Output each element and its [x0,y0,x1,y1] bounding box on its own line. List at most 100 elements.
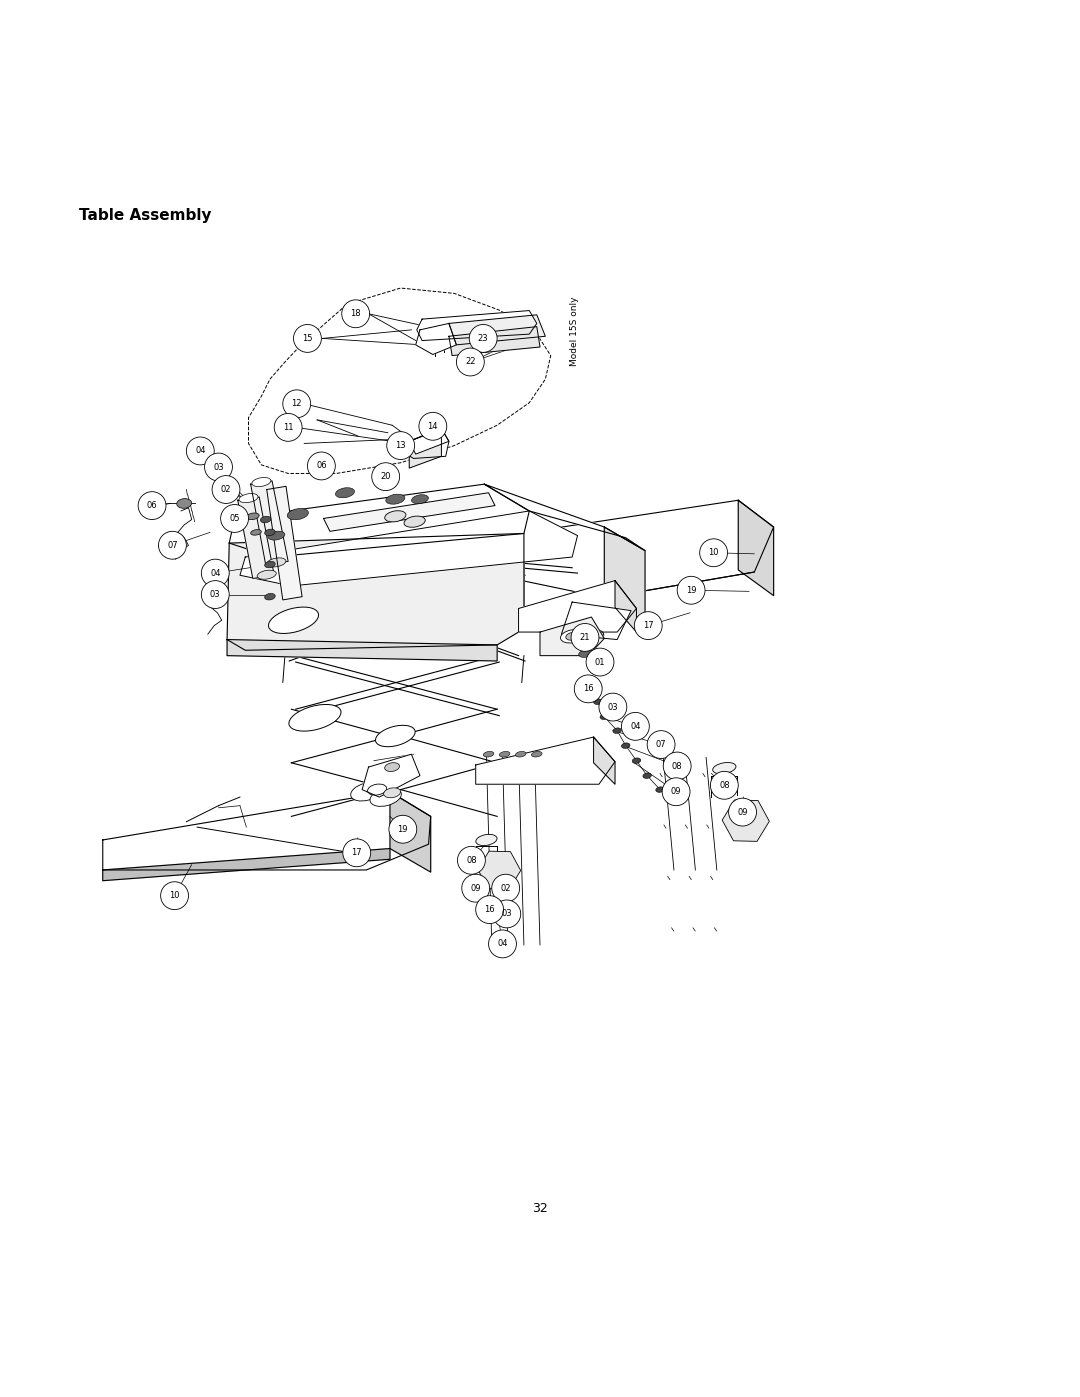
Ellipse shape [404,515,426,527]
Circle shape [621,712,649,740]
Polygon shape [403,429,449,458]
Text: 16: 16 [484,905,495,914]
Text: 04: 04 [497,939,508,949]
Polygon shape [251,481,288,564]
Ellipse shape [713,763,735,774]
Circle shape [204,453,232,481]
Polygon shape [227,534,524,650]
Circle shape [161,882,189,909]
Polygon shape [594,738,615,784]
Text: 03: 03 [501,909,512,918]
Circle shape [308,453,335,481]
Ellipse shape [246,513,259,520]
Circle shape [488,930,516,958]
Circle shape [294,324,322,352]
Circle shape [647,731,675,759]
Text: 14: 14 [428,422,438,430]
Circle shape [492,900,521,928]
Ellipse shape [483,752,494,757]
Ellipse shape [265,594,275,599]
Text: 03: 03 [608,703,618,711]
Ellipse shape [252,478,271,486]
Ellipse shape [531,752,542,757]
Ellipse shape [591,664,607,673]
Circle shape [457,348,484,376]
Ellipse shape [351,782,382,800]
Ellipse shape [562,629,604,651]
Text: 22: 22 [465,358,475,366]
Ellipse shape [257,570,276,580]
Text: 10: 10 [708,548,719,557]
Polygon shape [562,602,631,640]
Ellipse shape [265,562,275,567]
Text: 04: 04 [210,569,220,577]
Ellipse shape [265,529,275,535]
Circle shape [212,475,240,503]
Ellipse shape [613,728,621,733]
Text: Table Assembly: Table Assembly [79,208,212,222]
Circle shape [159,531,187,559]
Text: 10: 10 [170,891,179,900]
Ellipse shape [621,743,630,749]
Text: 03: 03 [213,462,224,472]
Ellipse shape [370,788,402,806]
Circle shape [419,412,447,440]
Polygon shape [615,581,636,631]
Ellipse shape [267,557,286,567]
Circle shape [491,875,519,902]
Text: 17: 17 [643,622,653,630]
Text: 21: 21 [580,633,591,641]
Ellipse shape [260,517,271,522]
Text: 20: 20 [380,472,391,481]
Text: 02: 02 [500,884,511,893]
Circle shape [138,492,166,520]
Text: 32: 32 [532,1201,548,1215]
Ellipse shape [336,488,354,497]
Circle shape [201,559,229,587]
Polygon shape [227,640,497,661]
Circle shape [341,300,369,328]
Text: 08: 08 [719,781,730,789]
Circle shape [475,895,503,923]
Ellipse shape [239,493,258,503]
Circle shape [187,437,214,465]
Circle shape [663,752,691,780]
Ellipse shape [367,784,387,795]
Text: 05: 05 [229,514,240,522]
Polygon shape [449,327,540,356]
Ellipse shape [643,773,651,778]
Circle shape [700,539,728,567]
Ellipse shape [588,685,596,690]
Circle shape [575,675,603,703]
Text: 09: 09 [671,788,681,796]
Polygon shape [238,497,274,578]
Circle shape [201,581,229,609]
Ellipse shape [268,531,285,541]
Text: 07: 07 [656,740,666,749]
Circle shape [586,648,613,676]
Ellipse shape [476,834,497,845]
Text: 08: 08 [672,761,683,771]
Polygon shape [324,493,495,531]
Polygon shape [475,738,615,784]
Polygon shape [409,429,442,468]
Text: 12: 12 [292,400,302,408]
Ellipse shape [384,763,400,771]
Circle shape [711,771,739,799]
Circle shape [729,798,756,826]
Ellipse shape [656,787,664,792]
Text: 13: 13 [395,441,406,450]
Polygon shape [518,581,636,631]
Ellipse shape [386,495,405,504]
Text: 17: 17 [351,848,362,858]
Polygon shape [417,310,537,341]
Polygon shape [471,500,773,598]
Text: 18: 18 [350,309,361,319]
Polygon shape [229,485,529,557]
Polygon shape [362,754,420,798]
Circle shape [283,390,311,418]
Circle shape [599,693,626,721]
Polygon shape [103,848,390,880]
Ellipse shape [287,509,309,520]
Circle shape [389,816,417,844]
